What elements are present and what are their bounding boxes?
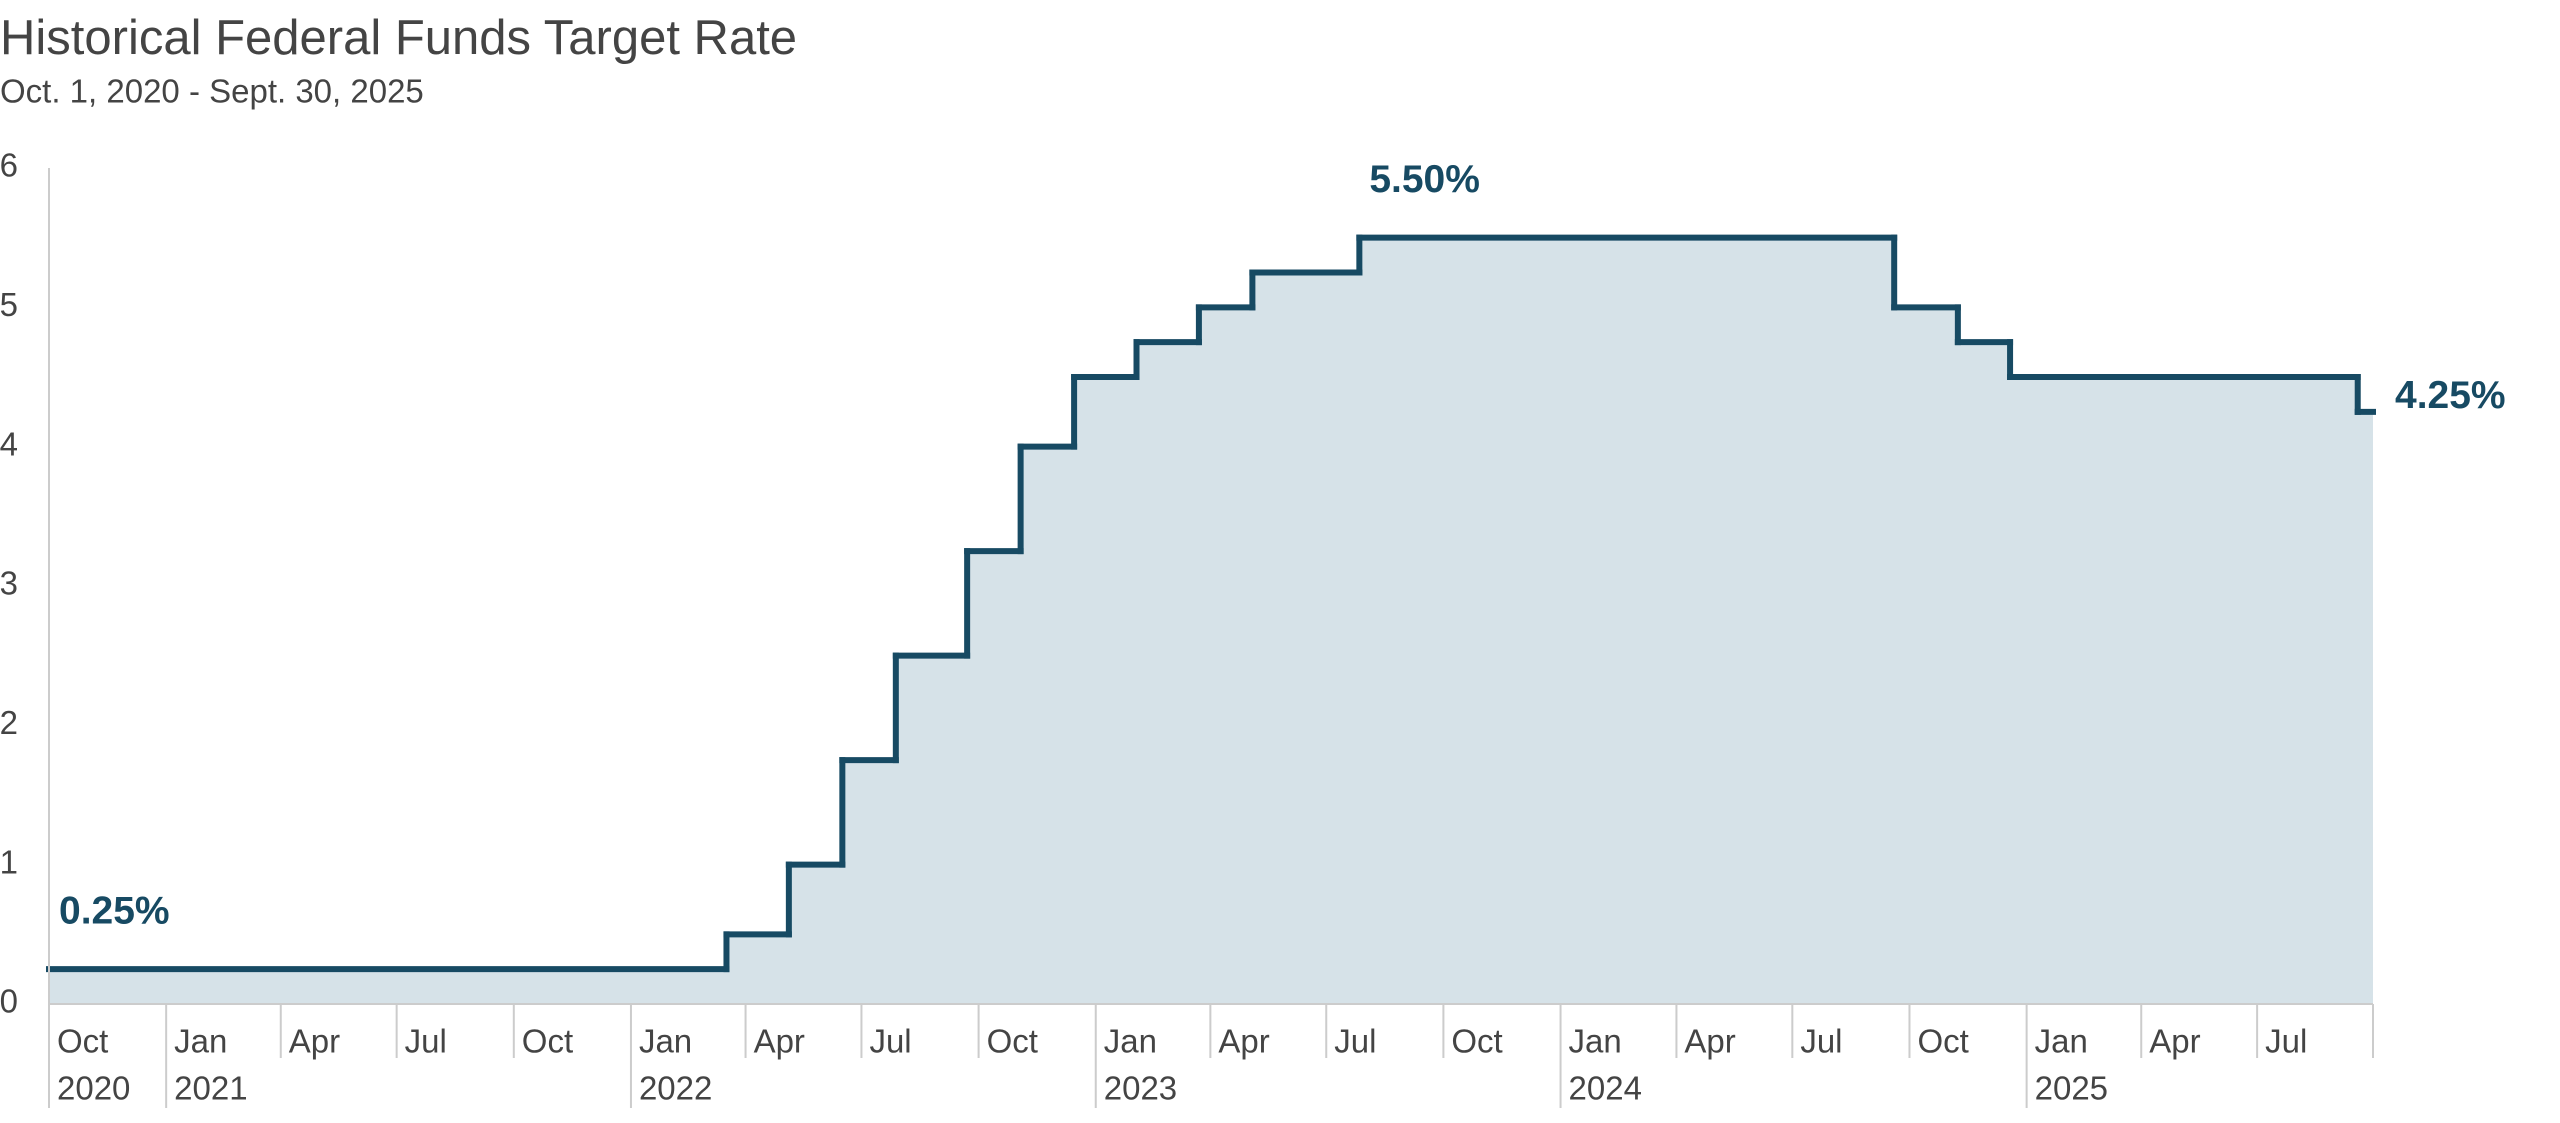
value-label: 0.25% — [59, 889, 170, 932]
y-tick-label: 6 — [0, 147, 18, 184]
x-year-label: 2022 — [639, 1070, 712, 1107]
y-tick-label: 0 — [0, 983, 18, 1020]
chart-subtitle: Oct. 1, 2020 - Sept. 30, 2025 — [0, 73, 424, 110]
x-tick-label: Jan — [1569, 1023, 1622, 1060]
x-tick-label: Apr — [289, 1023, 340, 1060]
area — [49, 237, 2373, 1004]
y-tick-label: 5 — [0, 286, 18, 323]
x-tick-label: Oct — [522, 1023, 573, 1060]
y-tick-label: 2 — [0, 704, 18, 741]
x-tick-label: Jul — [869, 1023, 911, 1060]
x-tick-label: Jul — [1334, 1023, 1376, 1060]
x-tick-label: Apr — [1218, 1023, 1269, 1060]
x-tick-label: Oct — [987, 1023, 1038, 1060]
x-year-label: 2021 — [174, 1070, 247, 1107]
value-label: 4.25% — [2395, 374, 2506, 417]
x-year-label: 2023 — [1104, 1070, 1177, 1107]
x-tick-label: Jan — [2035, 1023, 2088, 1060]
x-tick-label: Oct — [57, 1023, 108, 1060]
x-year-label: 2024 — [1569, 1070, 1642, 1107]
chart-title: Historical Federal Funds Target Rate — [0, 11, 797, 65]
y-tick-label: 3 — [0, 565, 18, 602]
y-tick-label: 1 — [0, 843, 18, 880]
x-tick-label: Jan — [1104, 1023, 1157, 1060]
x-tick-label: Jul — [405, 1023, 447, 1060]
y-tick-label: 4 — [0, 425, 18, 462]
x-tick-label: Oct — [1917, 1023, 1968, 1060]
value-label: 5.50% — [1369, 158, 1480, 201]
x-tick-label: Apr — [754, 1023, 805, 1060]
x-tick-label: Oct — [1451, 1023, 1502, 1060]
x-tick-label: Apr — [2149, 1023, 2200, 1060]
x-tick-label: Jan — [174, 1023, 227, 1060]
x-tick-label: Apr — [1684, 1023, 1735, 1060]
x-year-label: 2025 — [2035, 1070, 2108, 1107]
x-year-label: 2020 — [57, 1070, 130, 1107]
x-tick-label: Jul — [2265, 1023, 2307, 1060]
x-tick-label: Jul — [1800, 1023, 1842, 1060]
x-tick-label: Jan — [639, 1023, 692, 1060]
